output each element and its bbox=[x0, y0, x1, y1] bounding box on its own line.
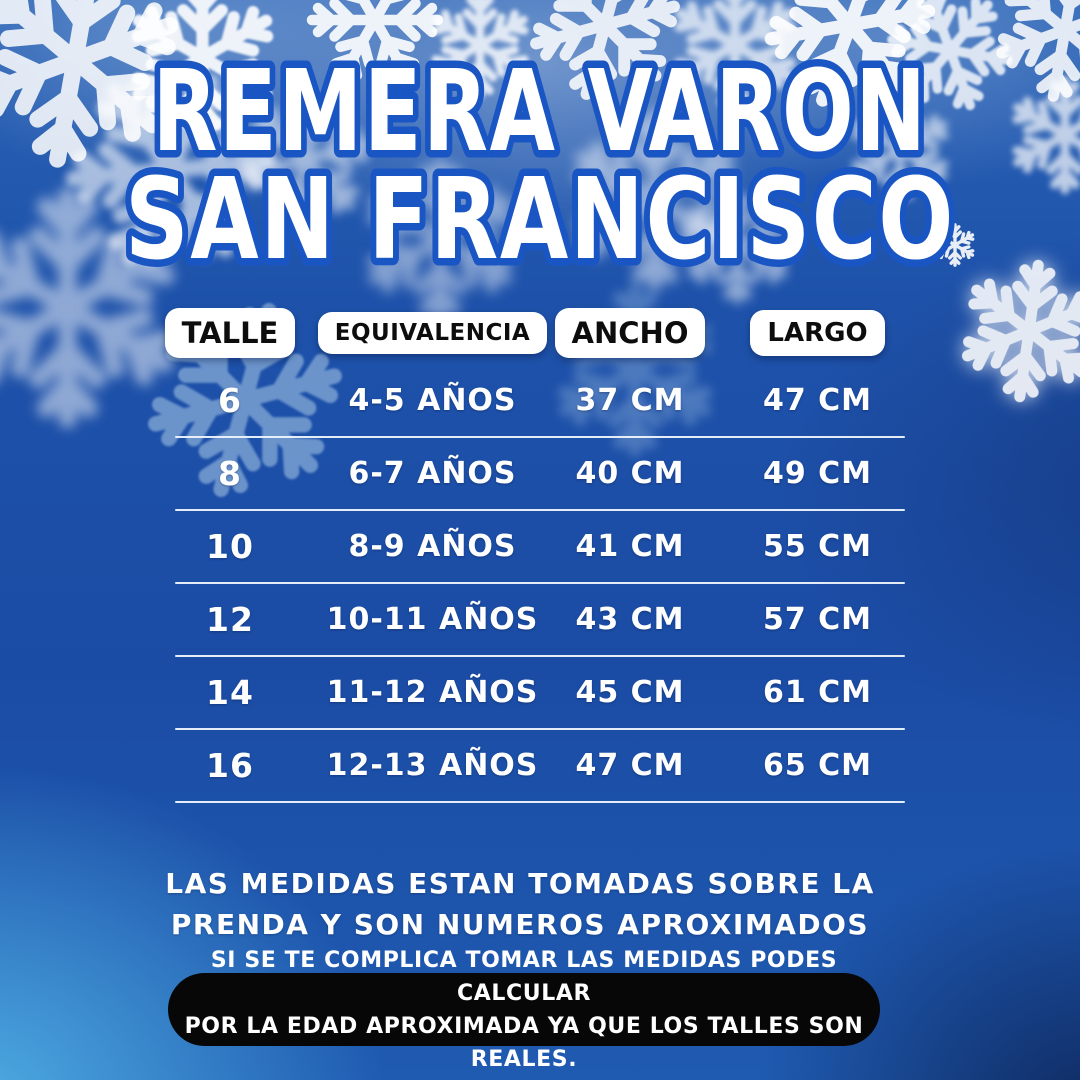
cell-largo: 61 CM bbox=[762, 675, 873, 710]
table-row: 14 11-12 AÑOS 45 CM 61 CM bbox=[150, 656, 930, 730]
title-line2: SAN FRANCISCO bbox=[125, 155, 955, 285]
header-ancho: ANCHO bbox=[554, 308, 706, 358]
header-talle: TALLE bbox=[164, 308, 296, 358]
size-table: TALLE EQUIVALENCIA ANCHO LARGO 6 4-5 AÑO… bbox=[150, 302, 930, 803]
row-divider bbox=[175, 655, 905, 657]
cell-ancho: 43 CM bbox=[575, 602, 685, 637]
cell-ancho: 37 CM bbox=[575, 383, 685, 418]
cell-talle: 12 bbox=[206, 600, 254, 639]
cell-largo: 65 CM bbox=[762, 748, 873, 783]
cell-ancho: 47 CM bbox=[575, 748, 685, 783]
cell-talle: 14 bbox=[206, 673, 254, 712]
cell-talle: 16 bbox=[206, 746, 254, 785]
row-divider bbox=[175, 509, 905, 511]
table-row: 12 10-11 AÑOS 43 CM 57 CM bbox=[150, 583, 930, 657]
disclaimer-pill: SI SE TE COMPLICA TOMAR LAS MEDIDAS PODE… bbox=[168, 948, 880, 1072]
cell-equivalencia: 10-11 AÑOS bbox=[326, 602, 539, 637]
cell-largo: 49 CM bbox=[762, 456, 873, 491]
cell-talle: 6 bbox=[218, 381, 242, 420]
cell-largo: 57 CM bbox=[762, 602, 873, 637]
cell-equivalencia: 12-13 AÑOS bbox=[326, 748, 539, 783]
table-row: 6 4-5 AÑOS 37 CM 47 CM bbox=[150, 364, 930, 438]
row-divider bbox=[175, 728, 905, 730]
cell-equivalencia: 4-5 AÑOS bbox=[348, 383, 517, 418]
cell-talle: 8 bbox=[218, 454, 242, 493]
cell-equivalencia: 8-9 AÑOS bbox=[348, 529, 517, 564]
size-table-header-row: TALLE EQUIVALENCIA ANCHO LARGO bbox=[150, 302, 930, 364]
row-divider bbox=[175, 436, 905, 438]
header-equivalencia: EQUIVALENCIA bbox=[317, 312, 548, 354]
cell-largo: 47 CM bbox=[762, 383, 873, 418]
note-line2: PRENDA Y SON NUMEROS APROXIMADOS bbox=[170, 907, 870, 941]
disclaimer-line1: SI SE TE COMPLICA TOMAR LAS MEDIDAS PODE… bbox=[210, 947, 838, 1006]
poster-title: REMERA VARON SAN FRANCISCO bbox=[118, 40, 961, 289]
cell-talle: 10 bbox=[206, 527, 254, 566]
row-divider bbox=[175, 582, 905, 584]
cell-ancho: 45 CM bbox=[575, 675, 685, 710]
table-row: 16 12-13 AÑOS 47 CM 65 CM bbox=[150, 729, 930, 803]
note-line1: LAS MEDIDAS ESTAN TOMADAS SOBRE LA bbox=[165, 867, 875, 900]
cell-ancho: 41 CM bbox=[575, 529, 685, 564]
table-row: 8 6-7 AÑOS 40 CM 49 CM bbox=[150, 437, 930, 511]
table-row: 10 8-9 AÑOS 41 CM 55 CM bbox=[150, 510, 930, 584]
cell-equivalencia: 6-7 AÑOS bbox=[348, 456, 517, 491]
disclaimer-line2: POR LA EDAD APROXIMADA YA QUE LOS TALLES… bbox=[184, 1013, 864, 1072]
cell-largo: 55 CM bbox=[762, 529, 873, 564]
measurement-note: LAS MEDIDAS ESTAN TOMADAS SOBRE LA PREND… bbox=[40, 864, 1000, 945]
row-divider bbox=[175, 801, 905, 803]
cell-ancho: 40 CM bbox=[575, 456, 685, 491]
header-largo: LARGO bbox=[750, 310, 885, 356]
cell-equivalencia: 11-12 AÑOS bbox=[326, 675, 539, 710]
